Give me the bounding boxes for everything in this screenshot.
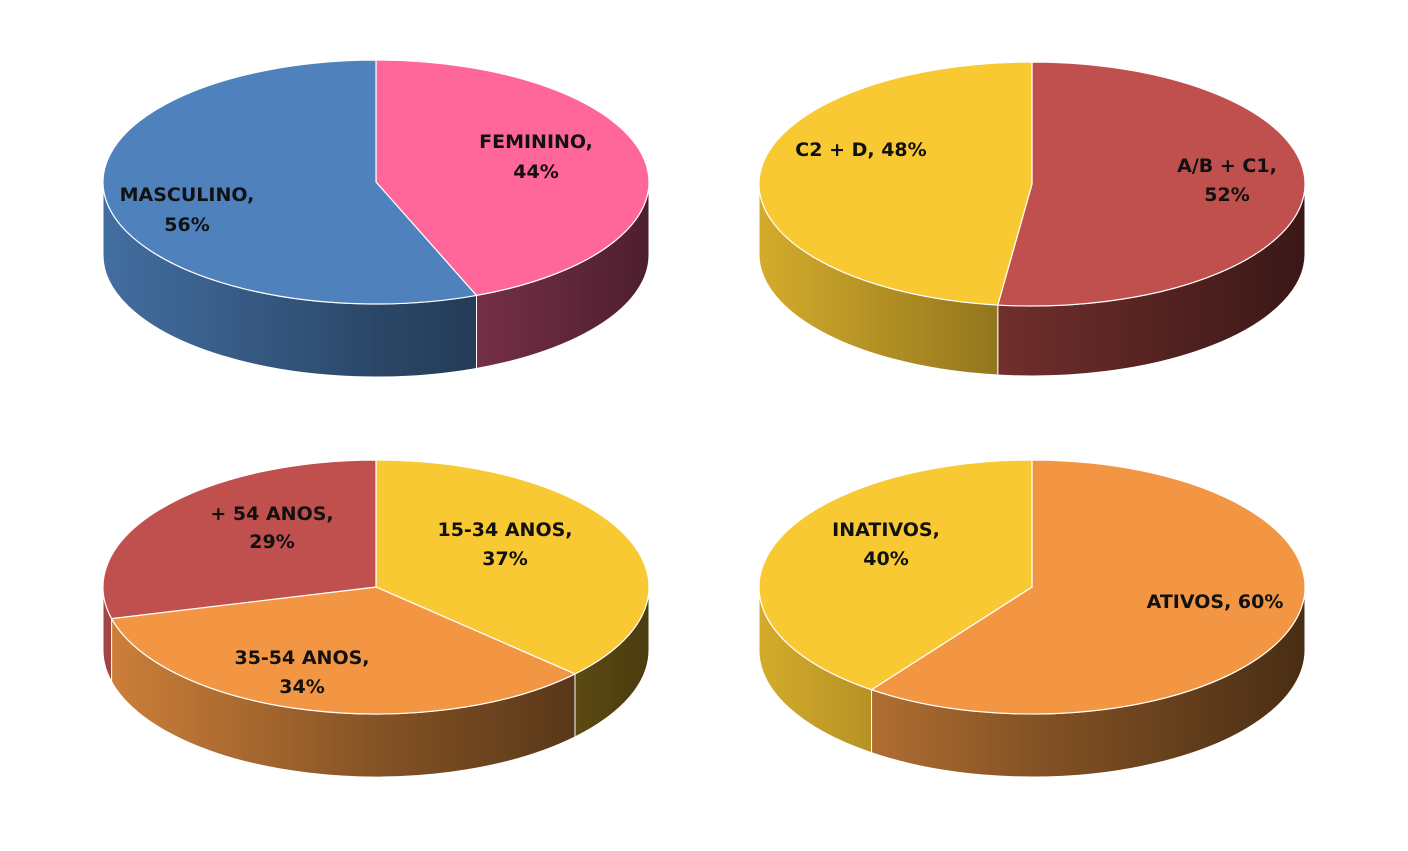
pie-chart-activity: ATIVOS, 60% INATIVOS, 40%	[758, 459, 1306, 778]
pie-slice-feminino	[375, 59, 650, 297]
slice-label-masculino: MASCULINO, 56%	[120, 184, 255, 236]
slice-label-c2-d: C2 + D, 48%	[795, 139, 926, 161]
pie-slice-inativos	[758, 459, 1033, 691]
slice-label-inativos: INATIVOS, 40%	[832, 519, 940, 570]
slice-label-a-b-c1: A/B + C1, 52%	[1177, 155, 1277, 206]
pie-slice-54-anos	[102, 459, 377, 620]
pie-slice-masculino	[102, 59, 478, 305]
pie-chart-gender: FEMININO, 44% MASCULINO, 56%	[102, 59, 650, 378]
slice-label-35-54-anos: 35-54 ANOS, 34%	[234, 647, 369, 698]
slice-label-feminino: FEMININO, 44%	[479, 131, 593, 183]
slice-label-ativos: ATIVOS, 60%	[1147, 591, 1284, 613]
slice-label-54-anos: + 54 ANOS, 29%	[210, 503, 333, 553]
pie-slice-35-54-anos	[110, 586, 577, 715]
pie-slice-a-b-c1	[997, 61, 1306, 307]
pie-chart-social-class: A/B + C1, 52% C2 + D, 48%	[758, 61, 1306, 377]
pie-chart-age-group: 15-34 ANOS, 37% 35-54 ANOS, 34% + 54 ANOS, 29…	[102, 459, 650, 778]
pie-slice-ativos	[870, 459, 1306, 715]
pie-slice-c2-d	[758, 61, 1033, 306]
slice-label-15-34-anos: 15-34 ANOS, 37%	[437, 519, 572, 570]
pie-slice-15-34-anos	[375, 459, 650, 675]
